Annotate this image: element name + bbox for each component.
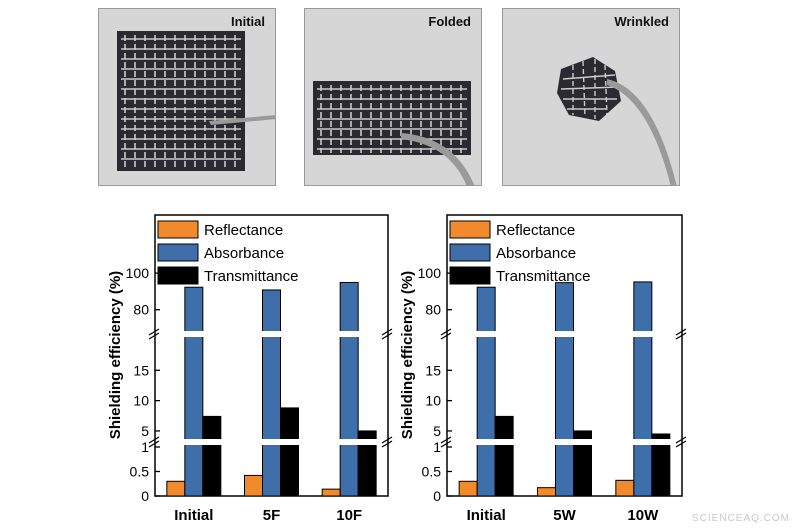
legend-label: Reflectance — [204, 222, 283, 239]
axis-break-slash — [440, 440, 452, 448]
x-tick-label: 10F — [336, 507, 362, 524]
x-tick-label: Initial — [174, 507, 213, 524]
photo-label: Initial — [231, 14, 265, 29]
axis-break-slash — [381, 332, 393, 340]
photo-folded: Folded — [304, 8, 482, 186]
x-tick-label: 5W — [553, 507, 576, 524]
axis-break-slash — [675, 332, 687, 340]
photo-label: Folded — [428, 14, 471, 29]
bar-absorbance-initial — [476, 286, 496, 497]
legend-swatch-transmittance — [449, 266, 491, 285]
photo-label: Wrinkled — [614, 14, 669, 29]
y-axis-label: Shielding efficiency (%) — [399, 271, 416, 439]
legend-label: Absorbance — [204, 245, 284, 262]
legend-swatch-reflectance — [157, 220, 199, 239]
bar-transmittance-initial — [494, 415, 514, 497]
bar-absorbance-initial — [184, 286, 204, 497]
bar-reflectance-10f — [321, 488, 341, 497]
x-tick-label: Initial — [467, 507, 506, 524]
axis-break-slash — [675, 436, 687, 444]
legend-swatch-absorbance — [449, 243, 491, 262]
y-axis-label: Shielding efficiency (%) — [107, 271, 124, 439]
mesh-film-folded-image — [313, 81, 475, 185]
legend-label: Reflectance — [496, 222, 575, 239]
y-tick-label: 15 — [133, 362, 149, 378]
bar-absorbance-5f — [262, 289, 281, 497]
legend-label: Transmittance — [204, 268, 298, 285]
bar-transmittance-5f — [280, 407, 299, 497]
y-tick-label: 5 — [433, 423, 441, 439]
axis-break-slash — [148, 328, 160, 336]
axis-break-gap-2 — [448, 331, 681, 337]
y-tick-label: 0.5 — [422, 464, 442, 480]
axis-break-gap-1 — [156, 439, 387, 445]
bar-absorbance-10f — [339, 281, 359, 497]
legend-swatch-absorbance — [157, 243, 199, 262]
axis-break-slash — [440, 328, 452, 336]
y-tick-label: 0 — [433, 488, 441, 504]
y-tick-label: 1 — [433, 439, 441, 455]
x-tick-label: 5F — [263, 507, 281, 524]
axis-break-gap-2 — [156, 331, 387, 337]
bar-transmittance-initial — [202, 415, 222, 497]
legend-label: Transmittance — [496, 268, 590, 285]
axis-break-slash — [675, 328, 687, 336]
y-tick-label: 0 — [141, 488, 149, 504]
y-tick-label: 0.5 — [130, 464, 150, 480]
y-tick-label: 100 — [418, 265, 442, 281]
watermark: SCIENCEAQ.COM — [691, 513, 790, 524]
bar-transmittance-5w — [573, 430, 592, 497]
bar-reflectance-10w — [615, 479, 635, 497]
bar-reflectance-5f — [244, 474, 263, 497]
axis-break-slash — [381, 436, 393, 444]
bar-transmittance-10f — [357, 430, 377, 497]
x-tick-label: 10W — [627, 507, 659, 524]
bar-reflectance-initial — [458, 480, 478, 497]
axis-break-gap-1 — [448, 439, 681, 445]
photo-wrinkled: Wrinkled — [502, 8, 680, 186]
bar-transmittance-10w — [651, 433, 671, 497]
legend-label: Absorbance — [496, 245, 576, 262]
bar-reflectance-initial — [166, 480, 186, 497]
y-tick-label: 80 — [133, 302, 149, 318]
axis-break-slash — [381, 328, 393, 336]
y-tick-label: 15 — [425, 362, 441, 378]
bar-absorbance-5w — [555, 282, 574, 497]
axis-break-slash — [675, 440, 687, 448]
axis-break-slash — [148, 332, 160, 340]
mesh-film-wrinkled-image — [557, 57, 677, 185]
bar-absorbance-10w — [633, 281, 653, 497]
axis-break-slash — [440, 332, 452, 340]
y-tick-label: 10 — [133, 393, 149, 409]
legend-swatch-transmittance — [157, 266, 199, 285]
axis-break-slash — [148, 436, 160, 444]
axis-break-slash — [381, 440, 393, 448]
y-tick-label: 100 — [126, 265, 150, 281]
mesh-film-initial-image — [117, 31, 275, 171]
photo-initial: Initial — [98, 8, 276, 186]
y-tick-label: 1 — [141, 439, 149, 455]
y-tick-label: 80 — [425, 302, 441, 318]
bar-reflectance-5w — [537, 487, 556, 497]
axis-break-slash — [148, 440, 160, 448]
y-tick-label: 10 — [425, 393, 441, 409]
legend-swatch-reflectance — [449, 220, 491, 239]
y-tick-label: 5 — [141, 423, 149, 439]
axis-break-slash — [440, 436, 452, 444]
